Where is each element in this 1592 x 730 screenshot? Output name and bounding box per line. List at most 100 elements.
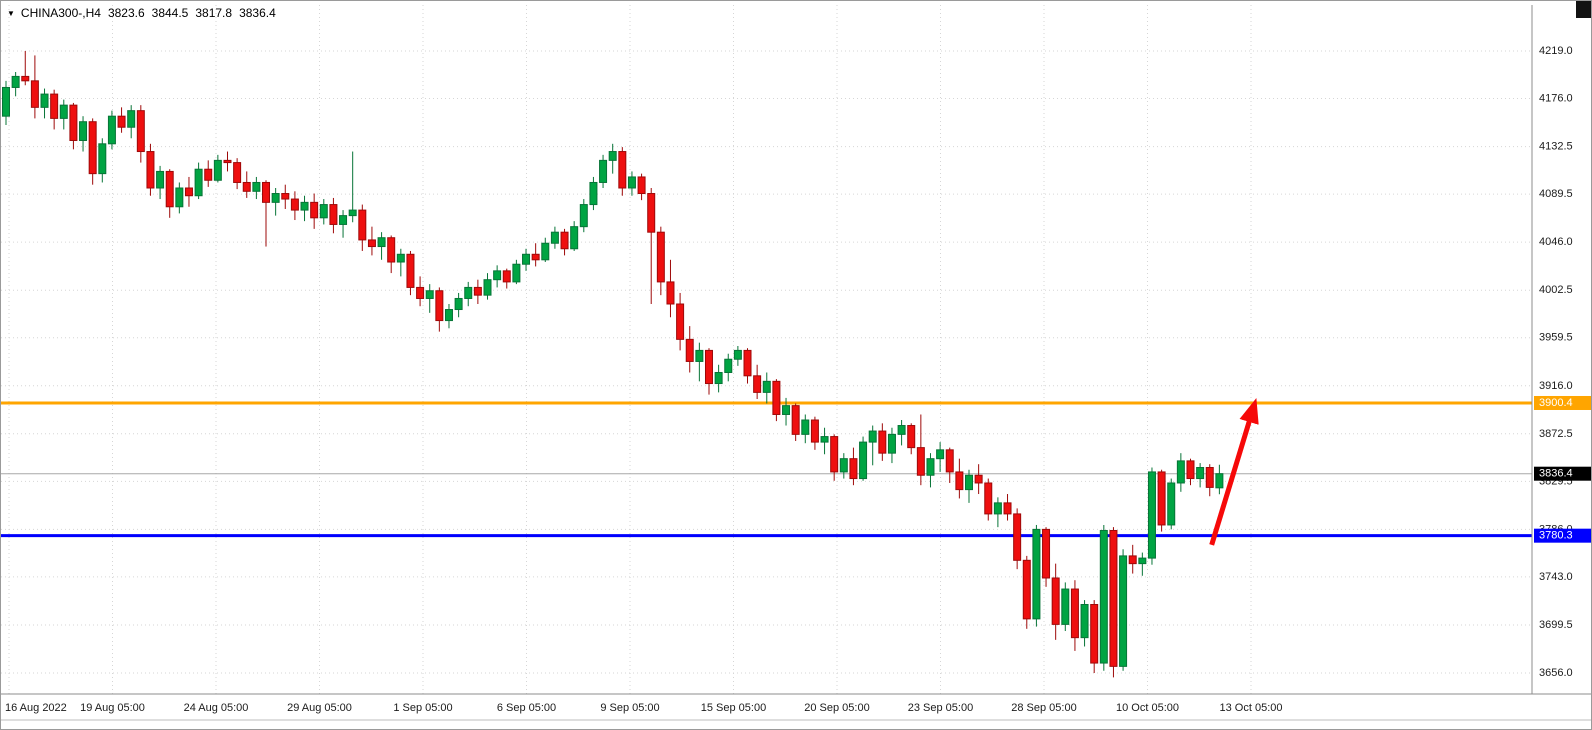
candle <box>416 286 425 299</box>
candle <box>589 181 598 206</box>
candle <box>868 430 877 443</box>
candle <box>820 436 829 443</box>
candle <box>541 242 550 261</box>
candle <box>936 449 945 460</box>
candle <box>252 181 261 192</box>
candle <box>117 115 126 128</box>
y-tick-label: 3916.0 <box>1539 380 1573 392</box>
candle <box>281 193 290 200</box>
candle <box>358 209 367 241</box>
candle <box>387 237 396 263</box>
candle <box>444 309 453 322</box>
candle <box>676 303 685 340</box>
candle <box>1138 557 1147 565</box>
y-tick-label: 4002.5 <box>1539 284 1573 296</box>
candle <box>830 436 839 473</box>
candle <box>733 349 742 360</box>
candle <box>454 297 463 311</box>
candle <box>165 170 174 208</box>
x-tick-label: 23 Sep 05:00 <box>908 702 973 714</box>
candle <box>493 270 502 281</box>
candle <box>271 193 280 203</box>
candle <box>136 110 145 153</box>
candle <box>714 371 723 385</box>
candle <box>666 281 675 305</box>
candle <box>1070 588 1079 639</box>
y-tick-label: 4089.5 <box>1539 188 1573 200</box>
candle <box>618 151 627 189</box>
candle <box>849 458 858 480</box>
candle <box>435 290 444 322</box>
y-tick-label: 3872.5 <box>1539 428 1573 440</box>
y-axis-labels: 4219.0 4176.0 4132.5 4089.5 4046.0 4002.5 3959… <box>1539 45 1573 679</box>
candle <box>1205 467 1214 488</box>
candle <box>377 237 386 248</box>
y-tick-label: 4176.0 <box>1539 93 1573 105</box>
candle <box>300 201 309 211</box>
gridlines <box>1 5 1532 694</box>
candle <box>695 349 704 362</box>
candle <box>550 231 559 244</box>
y-tick-label: 4219.0 <box>1539 45 1573 57</box>
candle <box>329 204 338 225</box>
chart-header: ▼ CHINA300-,H4 3823.6 3844.5 3817.8 3836… <box>7 6 283 20</box>
candle <box>223 159 232 164</box>
candle <box>599 159 608 183</box>
candle <box>146 151 155 189</box>
x-tick-label: 19 Aug 05:00 <box>80 702 145 714</box>
ohlc-high-value: 3844.5 <box>151 6 189 20</box>
ohlc-open-value: 3823.6 <box>107 6 145 20</box>
x-axis-labels: 16 Aug 2022 19 Aug 05:00 24 Aug 05:00 29 Au… <box>5 702 1283 714</box>
symbol-dropdown-icon[interactable]: ▼ <box>7 8 15 18</box>
candle <box>512 263 521 283</box>
candle <box>107 115 116 145</box>
x-tick-label: 6 Sep 05:00 <box>497 702 556 714</box>
candle <box>1003 502 1012 515</box>
candle <box>945 449 954 473</box>
x-tick-label: 16 Aug 2022 <box>5 702 67 714</box>
resistance-line-badge <box>1534 395 1591 410</box>
candle <box>406 253 415 288</box>
candle <box>40 93 49 108</box>
candle <box>753 375 762 393</box>
x-tick-label: 24 Aug 05:00 <box>184 702 249 714</box>
y-tick-label: 3743.0 <box>1539 571 1573 583</box>
candle <box>1167 482 1176 526</box>
candle <box>772 380 781 415</box>
candle <box>502 270 511 283</box>
candle <box>1176 460 1185 484</box>
candle <box>531 253 540 261</box>
candle <box>156 170 165 189</box>
candle <box>1186 460 1195 480</box>
top-right-corner-block <box>1576 1 1591 18</box>
candle <box>194 168 203 197</box>
candle <box>213 159 222 181</box>
x-tick-label: 29 Aug 05:00 <box>287 702 352 714</box>
candle <box>647 193 656 233</box>
candle <box>262 181 271 203</box>
candle <box>473 286 482 296</box>
candle <box>59 104 68 119</box>
candle <box>724 358 733 373</box>
candle <box>762 380 771 393</box>
candle <box>1051 577 1060 625</box>
axes <box>1 5 1591 721</box>
candle <box>859 441 868 480</box>
candle <box>1061 588 1070 625</box>
x-tick-label: 13 Oct 05:00 <box>1220 702 1283 714</box>
candle <box>1032 528 1041 620</box>
ohlc-close-value: 3836.4 <box>239 6 276 20</box>
candle <box>810 419 819 443</box>
support-line-badge-label: 3780.3 <box>1539 530 1573 542</box>
candle <box>348 209 357 217</box>
candle <box>483 279 492 296</box>
candle <box>1022 559 1031 620</box>
candle <box>175 187 184 208</box>
candle <box>522 253 531 265</box>
trend-arrow-annotation[interactable] <box>1209 397 1259 546</box>
candle <box>579 204 588 228</box>
x-tick-label: 28 Sep 05:00 <box>1011 702 1076 714</box>
candle <box>242 181 251 192</box>
x-tick-label: 20 Sep 05:00 <box>804 702 869 714</box>
